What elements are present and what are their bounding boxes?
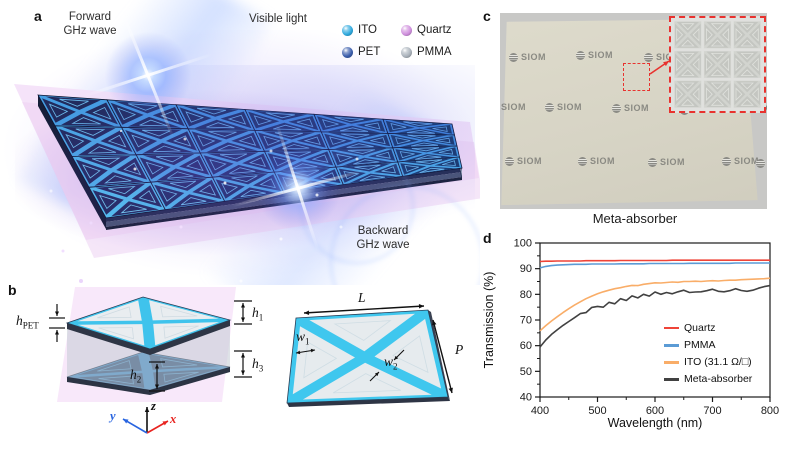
sample-caption: Meta-absorber [592, 211, 678, 226]
dim-h1: h1 [252, 305, 264, 323]
svg-text:70: 70 [520, 315, 532, 327]
label-visible-light: Visible light [249, 13, 307, 25]
zoom-inset [669, 16, 766, 113]
inset-pattern [673, 20, 762, 109]
legend-item-quartz: Quartz [401, 24, 452, 36]
svg-text:100: 100 [514, 238, 532, 250]
sparkle-dots [120, 130, 122, 132]
label-backward-ghz-wave: Backward GHz wave [356, 225, 410, 252]
siom-logo-icon [612, 103, 621, 113]
svg-text:700: 700 [703, 405, 721, 417]
transmission-chart: 40 50 60 70 80 90 100 400 500 600 700 800 [482, 230, 788, 462]
svg-text:40: 40 [520, 392, 532, 404]
siom-watermark: SIOM [509, 52, 546, 62]
dim-w2: w2 [384, 354, 398, 372]
svg-text:800: 800 [761, 405, 779, 417]
legend-item-pet: PET [342, 46, 380, 58]
dim-h-pet: hPET [16, 313, 39, 331]
pet-sphere-icon [342, 46, 353, 58]
siom-watermark: SIOM [648, 157, 685, 167]
quartz-line-swatch [664, 327, 679, 330]
siom-watermark: SIOM [644, 52, 681, 62]
svg-text:400: 400 [531, 405, 549, 417]
panel-a-label: a [34, 8, 42, 24]
chart-legend-item: Quartz [664, 322, 786, 335]
chart-legend: Quartz PMMA ITO (31.1 Ω/□) Meta-absorber [664, 322, 786, 386]
dim-P: P [455, 342, 464, 357]
ito-sphere-icon [342, 24, 353, 36]
siom-logo-icon [576, 50, 585, 60]
siom-watermark: SIOM [505, 156, 542, 166]
svg-text:500: 500 [588, 405, 606, 417]
ito-line-swatch [664, 361, 679, 364]
legend-label: PMMA [417, 46, 452, 58]
panel-b-label: b [8, 282, 17, 298]
legend-label: PET [358, 46, 381, 58]
chart-legend-item: Meta-absorber [664, 373, 786, 386]
y-axis-label: y [110, 409, 116, 423]
siom-logo-icon [644, 52, 653, 62]
siom-logo-icon [505, 156, 514, 166]
siom-watermark: SIOM [500, 102, 526, 112]
siom-logo-icon [648, 157, 657, 167]
siom-watermark: SIOM [545, 102, 582, 112]
panel-c-label: c [483, 8, 491, 24]
chart-legend-item: PMMA [664, 339, 786, 352]
siom-logo-icon [756, 158, 765, 168]
label-forward-ghz-wave: Forward GHz wave [63, 11, 117, 38]
siom-watermark: SIOM [576, 50, 613, 60]
meta-absorber-line-swatch [664, 378, 679, 381]
siom-logo-icon [722, 156, 731, 166]
chart-x-axis-title: Wavelength (nm) [607, 416, 703, 430]
dim-h3: h3 [252, 356, 264, 374]
siom-logo-icon [545, 102, 554, 112]
svg-text:600: 600 [646, 405, 664, 417]
legend-item-ito: ITO [342, 24, 377, 36]
z-axis-label: z [151, 399, 156, 413]
siom-logo-icon [578, 156, 587, 166]
siom-watermark: SIOM [578, 156, 615, 166]
chart-canvas: 40 50 60 70 80 90 100 400 500 600 700 800 [514, 238, 780, 418]
layered-structure-illustration [57, 287, 450, 407]
svg-text:60: 60 [520, 340, 532, 352]
pmma-sphere-icon [401, 46, 412, 58]
legend-item-pmma: PMMA [401, 46, 452, 58]
legend-label: Quartz [417, 24, 452, 36]
legend-label: ITO [358, 24, 377, 36]
svg-text:90: 90 [520, 263, 532, 275]
chart-y-axis-title: Transmission (%) [482, 271, 496, 369]
panel-d-label: d [483, 230, 492, 246]
zoom-region-box [623, 63, 650, 91]
panel-a-metasurface-illustration: a Forward GHz wave Visible light Backwar… [0, 0, 480, 285]
pmma-line-swatch [664, 344, 679, 347]
siom-watermark: SIOM [612, 103, 649, 113]
siom-watermark: SIOM [756, 158, 767, 168]
svg-text:50: 50 [520, 366, 532, 378]
x-axis-label: x [170, 412, 177, 426]
dim-h2: h2 [130, 367, 142, 385]
siom-logo-icon [509, 52, 518, 62]
quartz-sphere-icon [401, 24, 412, 36]
dim-L: L [358, 290, 366, 305]
chart-legend-item: ITO (31.1 Ω/□) [664, 356, 786, 369]
dim-w1: w1 [296, 329, 310, 347]
siom-watermark: SIOM [722, 156, 759, 166]
svg-text:80: 80 [520, 289, 532, 301]
